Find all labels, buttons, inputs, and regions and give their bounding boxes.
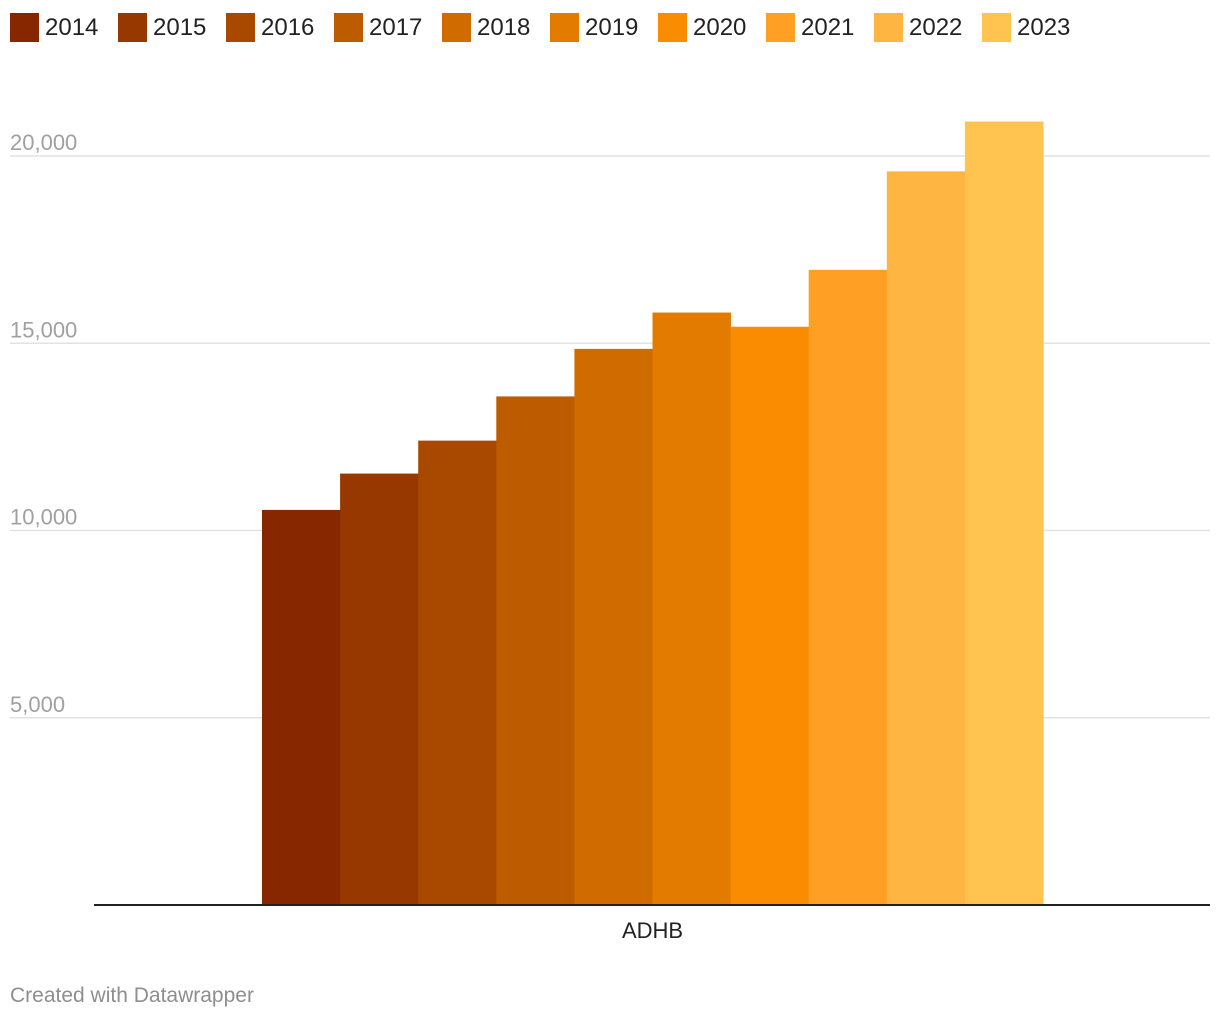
legend-swatch bbox=[874, 12, 903, 42]
y-tick-label: 10,000 bbox=[10, 505, 77, 530]
legend-label: 2015 bbox=[153, 13, 207, 41]
legend-label: 2022 bbox=[909, 13, 963, 41]
bar-2021 bbox=[808, 269, 888, 906]
bar-2014 bbox=[262, 509, 341, 905]
bar-2015 bbox=[340, 473, 419, 905]
chart-legend: 2014 2015 2016 2017 2018 2019 2020 2021 2022 2023 bbox=[10, 11, 1090, 43]
legend-swatch bbox=[118, 12, 147, 42]
legend-item-2016: 2016 bbox=[226, 11, 334, 43]
legend-label: 2019 bbox=[585, 13, 639, 41]
legend-swatch bbox=[982, 12, 1011, 42]
legend-item-2021: 2021 bbox=[766, 11, 874, 43]
legend-item-2015: 2015 bbox=[118, 11, 226, 43]
legend-item-2023: 2023 bbox=[982, 11, 1090, 43]
datawrapper-credit: Created with Datawrapper bbox=[10, 984, 254, 1007]
y-tick-label: 15,000 bbox=[10, 317, 77, 342]
legend-label: 2016 bbox=[261, 13, 315, 41]
legend-label: 2020 bbox=[693, 13, 747, 41]
legend-label: 2021 bbox=[801, 13, 855, 41]
legend-item-2022: 2022 bbox=[874, 11, 982, 43]
legend-item-2020: 2020 bbox=[658, 11, 766, 43]
bar-2016 bbox=[418, 440, 497, 905]
legend-swatch bbox=[766, 12, 795, 42]
bar-2017 bbox=[496, 396, 575, 905]
y-tick-label: 20,000 bbox=[10, 130, 77, 155]
x-axis-category-labels: ADHB bbox=[622, 918, 683, 943]
legend-item-2017: 2017 bbox=[334, 11, 442, 43]
legend-label: 2023 bbox=[1017, 13, 1071, 41]
y-axis-tick-labels: 5,000 10,000 15,000 20,000 bbox=[10, 130, 77, 717]
bar-2022 bbox=[886, 171, 966, 906]
legend-swatch bbox=[442, 12, 471, 42]
legend-swatch bbox=[658, 12, 687, 42]
legend-swatch bbox=[334, 12, 363, 42]
legend-label: 2018 bbox=[477, 13, 531, 41]
legend-label: 2014 bbox=[45, 13, 99, 41]
legend-label: 2017 bbox=[369, 13, 423, 41]
x-category-label: ADHB bbox=[622, 918, 683, 943]
legend-item-2019: 2019 bbox=[550, 11, 658, 43]
bar-2020 bbox=[730, 326, 810, 905]
y-tick-label: 5,000 bbox=[10, 692, 65, 717]
legend-item-2018: 2018 bbox=[442, 11, 550, 43]
bars bbox=[262, 121, 1044, 906]
legend-swatch bbox=[550, 12, 579, 42]
bar-2018 bbox=[574, 348, 653, 905]
bar-2019 bbox=[652, 312, 731, 905]
legend-swatch bbox=[226, 12, 255, 42]
bar-2023 bbox=[964, 121, 1044, 906]
legend-swatch bbox=[10, 12, 39, 42]
legend-item-2014: 2014 bbox=[10, 11, 118, 43]
